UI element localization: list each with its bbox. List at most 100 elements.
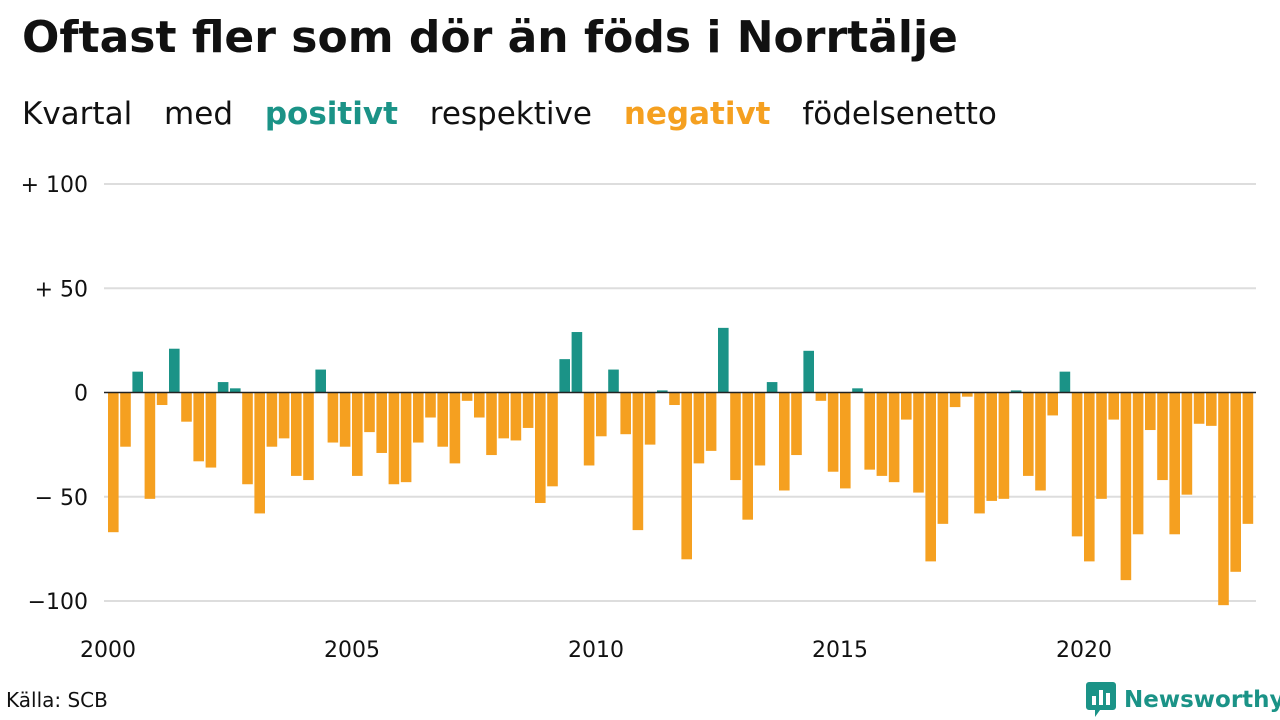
- bar: [230, 388, 241, 393]
- bar: [1169, 392, 1180, 535]
- bar: [815, 392, 827, 401]
- bar: [657, 390, 668, 393]
- bar: [437, 392, 448, 447]
- x-tick-label: 2000: [80, 638, 136, 663]
- y-tick-label: + 100: [21, 173, 88, 198]
- x-tick-label: 2010: [568, 638, 624, 663]
- bar-chart-speech-bubble-icon: [1086, 682, 1116, 717]
- bar: [486, 392, 497, 456]
- bar: [1059, 371, 1071, 393]
- bar: [1023, 392, 1034, 476]
- bar: [669, 392, 680, 406]
- bar: [925, 392, 936, 562]
- bar: [522, 392, 534, 428]
- bar: [937, 392, 949, 524]
- bar: [510, 392, 522, 441]
- bar: [986, 392, 997, 501]
- bar: [388, 392, 400, 485]
- bar: [803, 350, 814, 393]
- brand-name: Newsworthy: [1124, 686, 1280, 713]
- bar: [291, 392, 302, 476]
- bar: [1230, 392, 1241, 572]
- bar: [327, 392, 339, 443]
- bar: [852, 388, 863, 393]
- bar: [559, 359, 570, 393]
- bar: [1181, 392, 1193, 495]
- bar: [608, 369, 619, 393]
- bar: [217, 382, 229, 393]
- bar: [718, 327, 729, 393]
- bar: [144, 392, 156, 499]
- bar: [913, 392, 924, 493]
- bar: [730, 392, 741, 481]
- bar: [840, 392, 851, 489]
- bar: [449, 392, 461, 464]
- bar: [827, 392, 839, 472]
- bar: [474, 392, 485, 418]
- bar: [413, 392, 424, 443]
- bar: [1047, 392, 1058, 416]
- bar: [901, 392, 912, 420]
- bar: [1242, 392, 1254, 524]
- bar: [864, 392, 875, 470]
- bar: [169, 348, 180, 393]
- bar: [693, 392, 705, 464]
- bar: [120, 392, 131, 447]
- bar: [193, 392, 204, 462]
- bar: [1193, 392, 1205, 424]
- bar: [1157, 392, 1168, 481]
- bar: [181, 392, 192, 422]
- bar: [339, 392, 351, 447]
- bar: [888, 392, 900, 483]
- chart-subtitle: Kvartal med positivt respektive negativt…: [22, 96, 1019, 133]
- brand-logo: Newsworthy: [1086, 682, 1280, 718]
- bar: [876, 392, 888, 476]
- bar: [461, 392, 473, 401]
- bar: [974, 392, 985, 514]
- bar: [1108, 392, 1119, 420]
- bar: [254, 392, 265, 514]
- bar: [108, 392, 119, 533]
- bar: [535, 392, 546, 504]
- bar: [303, 392, 314, 481]
- subtitle-word-6: födelsenetto: [802, 96, 997, 132]
- subtitle-positive-label: positivt: [264, 96, 398, 132]
- bar: [1206, 392, 1217, 426]
- bar: [998, 392, 1010, 499]
- bar: [583, 392, 595, 466]
- bar: [547, 392, 558, 487]
- bar: [242, 392, 253, 485]
- bar: [315, 369, 326, 393]
- x-tick-label: 2020: [1056, 638, 1112, 663]
- bar: [400, 392, 412, 483]
- bar: [1096, 392, 1107, 499]
- bar: [766, 382, 778, 393]
- subtitle-word-1: Kvartal: [22, 96, 133, 132]
- bar: [779, 392, 790, 491]
- bar: [742, 392, 753, 520]
- bar: [352, 392, 363, 476]
- bar: [1010, 390, 1022, 393]
- source-note: Källa: SCB: [6, 688, 108, 712]
- bar: [949, 392, 961, 408]
- subtitle-word-2: med: [164, 96, 233, 132]
- y-tick-label: − 50: [35, 486, 88, 511]
- bar: [705, 392, 717, 451]
- bar: [266, 392, 278, 447]
- y-tick-label: 0: [74, 382, 88, 407]
- bar: [1120, 392, 1132, 581]
- bar: [156, 392, 168, 406]
- bar: [498, 392, 509, 439]
- bar-chart: + 100 + 50 0 − 50 −100 2000 2005 2010 2015 2020: [21, 173, 1256, 663]
- bar: [1145, 392, 1156, 431]
- bar: [632, 392, 644, 531]
- bar: [1071, 392, 1083, 537]
- bar: [620, 392, 631, 435]
- y-tick-label: + 50: [35, 277, 88, 302]
- chart-title: Oftast fler som dör än föds i Norrtälje: [22, 12, 958, 63]
- bar: [754, 392, 766, 466]
- bar: [644, 392, 656, 445]
- y-tick-label: −100: [28, 590, 88, 615]
- subtitle-negative-label: negativt: [623, 96, 771, 132]
- x-tick-label: 2015: [812, 638, 868, 663]
